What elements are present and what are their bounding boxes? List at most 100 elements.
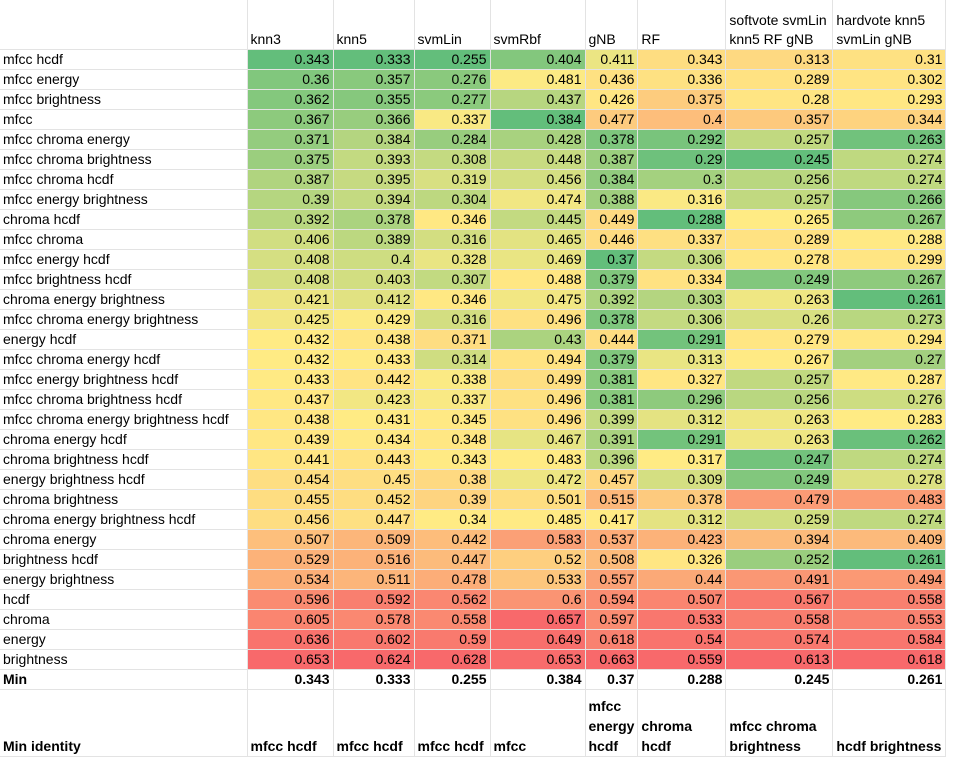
value-cell: 0.597 [585, 609, 639, 630]
value-cell: 0.562 [414, 589, 491, 610]
row-label: mfcc chroma hcdf [0, 169, 248, 190]
value-cell: 0.494 [832, 569, 947, 590]
table-row: brightness hcdf 0.529 0.516 0.447 0.52 0.508 0… [0, 549, 947, 570]
value-cell: 0.337 [414, 109, 491, 130]
value-cell: 0.357 [333, 69, 415, 90]
row-label: mfcc energy hcdf [0, 249, 248, 270]
value-cell: 0.381 [585, 369, 639, 390]
value-cell: 0.36 [247, 69, 334, 90]
table-row: mfcc energy 0.36 0.357 0.276 0.481 0.436 0.336… [0, 69, 947, 90]
value-cell: 0.291 [637, 329, 727, 350]
value-cell: 0.348 [414, 429, 491, 450]
min-value-cell: 0.333 [333, 669, 415, 690]
value-cell: 0.442 [414, 529, 491, 550]
min-identity-cell: mfcc hcdf [414, 689, 491, 757]
column-header: svmRbf [490, 0, 586, 50]
min-identity-cell: mfcc energy hcdf [585, 689, 639, 757]
value-cell: 0.594 [585, 589, 639, 610]
value-cell: 0.491 [725, 569, 834, 590]
value-cell: 0.438 [247, 409, 334, 430]
value-cell: 0.303 [637, 289, 727, 310]
value-cell: 0.355 [333, 89, 415, 110]
value-cell: 0.279 [725, 329, 834, 350]
row-label: mfcc chroma energy [0, 129, 248, 150]
value-cell: 0.396 [585, 449, 639, 470]
value-cell: 0.274 [832, 509, 947, 530]
value-cell: 0.483 [832, 489, 947, 510]
value-cell: 0.245 [725, 149, 834, 170]
value-cell: 0.412 [333, 289, 415, 310]
row-label: chroma energy [0, 529, 248, 550]
row-label: mfcc chroma energy hcdf [0, 349, 248, 370]
value-cell: 0.583 [490, 529, 586, 550]
value-cell: 0.433 [247, 369, 334, 390]
value-cell: 0.663 [585, 649, 639, 670]
value-cell: 0.485 [490, 509, 586, 530]
value-cell: 0.343 [637, 49, 727, 70]
value-cell: 0.496 [490, 309, 586, 330]
value-cell: 0.477 [585, 109, 639, 130]
value-cell: 0.287 [832, 369, 947, 390]
value-cell: 0.313 [637, 349, 727, 370]
value-cell: 0.278 [832, 469, 947, 490]
value-cell: 0.345 [414, 409, 491, 430]
min-identity-row: Min identity mfcc hcdf mfcc hcdf mfcc hcdf m… [0, 689, 947, 757]
value-cell: 0.436 [585, 69, 639, 90]
value-cell: 0.263 [832, 129, 947, 150]
value-cell: 0.508 [585, 549, 639, 570]
value-cell: 0.516 [333, 549, 415, 570]
row-label: brightness hcdf [0, 549, 248, 570]
table-row: mfcc energy brightness 0.39 0.394 0.304 0.47… [0, 189, 947, 210]
value-cell: 0.501 [490, 489, 586, 510]
value-cell: 0.326 [637, 549, 727, 570]
value-cell: 0.456 [247, 509, 334, 530]
value-cell: 0.288 [637, 209, 727, 230]
table-row: mfcc chroma energy 0.371 0.384 0.284 0.428 0.… [0, 129, 947, 150]
value-cell: 0.54 [637, 629, 727, 650]
row-label: chroma [0, 609, 248, 630]
value-cell: 0.379 [585, 269, 639, 290]
value-cell: 0.494 [490, 349, 586, 370]
value-cell: 0.289 [725, 69, 834, 90]
value-cell: 0.533 [637, 609, 727, 630]
min-identity-cell: mfcc hcdf [333, 689, 415, 757]
value-cell: 0.605 [247, 609, 334, 630]
row-label: mfcc energy brightness [0, 189, 248, 210]
value-cell: 0.44 [637, 569, 727, 590]
value-cell: 0.289 [725, 229, 834, 250]
value-cell: 0.475 [490, 289, 586, 310]
value-cell: 0.337 [637, 229, 727, 250]
value-cell: 0.3 [637, 169, 727, 190]
value-cell: 0.448 [490, 149, 586, 170]
value-cell: 0.27 [832, 349, 947, 370]
min-identity-cell: hcdf brightness [832, 689, 947, 757]
value-cell: 0.291 [637, 429, 727, 450]
column-header: hardvote knn5 svmLin gNB [832, 0, 947, 50]
value-cell: 0.496 [490, 389, 586, 410]
value-cell: 0.306 [637, 309, 727, 330]
table-row: mfcc chroma energy brightness hcdf 0.438 0… [0, 409, 947, 430]
value-cell: 0.653 [247, 649, 334, 670]
value-cell: 0.387 [585, 149, 639, 170]
value-cell: 0.445 [490, 209, 586, 230]
table-row: chroma energy 0.507 0.509 0.442 0.583 0.537 0.… [0, 529, 947, 550]
value-cell: 0.628 [414, 649, 491, 670]
column-header: gNB [585, 0, 639, 50]
value-cell: 0.431 [333, 409, 415, 430]
min-identity-label: Min identity [0, 689, 248, 757]
value-cell: 0.257 [725, 369, 834, 390]
value-cell: 0.479 [725, 489, 834, 510]
table-row: chroma brightness hcdf 0.441 0.443 0.343 0.4… [0, 449, 947, 470]
value-cell: 0.276 [832, 389, 947, 410]
value-cell: 0.278 [725, 249, 834, 270]
value-cell: 0.284 [414, 129, 491, 150]
value-cell: 0.592 [333, 589, 415, 610]
value-cell: 0.378 [333, 209, 415, 230]
row-label: mfcc chroma brightness [0, 149, 248, 170]
value-cell: 0.261 [832, 289, 947, 310]
value-cell: 0.499 [490, 369, 586, 390]
value-cell: 0.425 [247, 309, 334, 330]
value-cell: 0.362 [247, 89, 334, 110]
value-cell: 0.276 [414, 69, 491, 90]
